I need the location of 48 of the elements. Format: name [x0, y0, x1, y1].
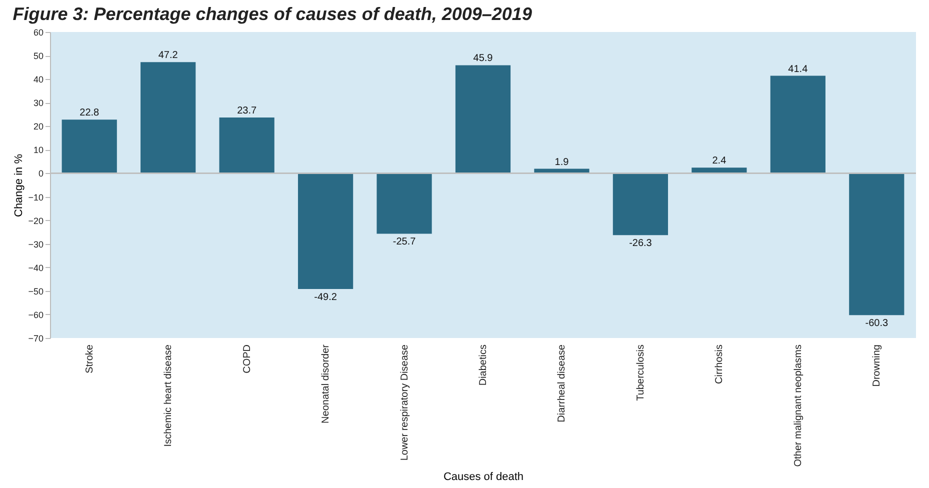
y-tick-label: −30 — [28, 239, 44, 250]
data-label: 23.7 — [237, 105, 257, 116]
data-label: -25.7 — [392, 236, 416, 248]
x-tick-label: Stroke — [84, 344, 96, 374]
y-tick-label: 50 — [33, 51, 44, 62]
y-tick-label: −70 — [28, 334, 44, 344]
x-axis-title: Causes of death — [443, 470, 524, 483]
bar — [298, 173, 354, 290]
data-label: -60.3 — [865, 318, 888, 330]
bar — [455, 65, 511, 174]
y-tick-label: 60 — [33, 28, 44, 38]
x-tick-label: Neonatal disorder — [320, 344, 332, 424]
bar — [140, 62, 196, 174]
y-tick-label: 20 — [33, 122, 44, 132]
data-label: 47.2 — [158, 50, 178, 62]
x-tick-label: COPD — [242, 344, 253, 374]
x-tick-label: Other malignant neoplasms — [792, 344, 804, 467]
data-label: 41.4 — [788, 64, 808, 75]
y-tick-label: 0 — [38, 168, 44, 179]
bar — [219, 117, 274, 174]
x-tick-label: Diabetics — [478, 344, 489, 386]
y-tick-label: −10 — [28, 192, 44, 202]
bar — [62, 120, 117, 174]
y-tick-label: 10 — [33, 145, 44, 156]
y-tick-label: 40 — [33, 74, 44, 85]
bar — [376, 173, 432, 234]
x-tick-label: Cirrhosis — [714, 344, 726, 384]
x-tick-label: Drowning — [872, 344, 883, 387]
y-tick-label: 30 — [33, 98, 44, 108]
bar — [849, 173, 904, 316]
data-label: -26.3 — [629, 238, 652, 250]
data-label: 45.9 — [473, 53, 494, 64]
data-label: -49.2 — [314, 292, 338, 304]
chart-title: Figure 3: Percentage changes of causes of death, 2009–2019 — [12, 4, 532, 24]
x-tick-label: Ischemic heart disease — [163, 344, 174, 447]
x-tick-label: Diarrheal disease — [556, 344, 568, 422]
y-tick-label: −20 — [28, 216, 44, 226]
y-axis-title: Change in % — [13, 154, 26, 217]
bar — [770, 76, 826, 174]
bar — [612, 173, 668, 236]
y-tick-label: −60 — [28, 310, 44, 320]
x-tick-label: Tuberculosis — [635, 344, 646, 401]
data-label: 22.8 — [80, 108, 100, 119]
data-label: 1.9 — [554, 156, 570, 168]
y-tick-label: −50 — [28, 286, 44, 296]
y-tick-label: −40 — [28, 262, 44, 273]
data-label: 2.4 — [712, 156, 727, 167]
x-tick-label: Lower respiratory Disease — [399, 344, 410, 461]
